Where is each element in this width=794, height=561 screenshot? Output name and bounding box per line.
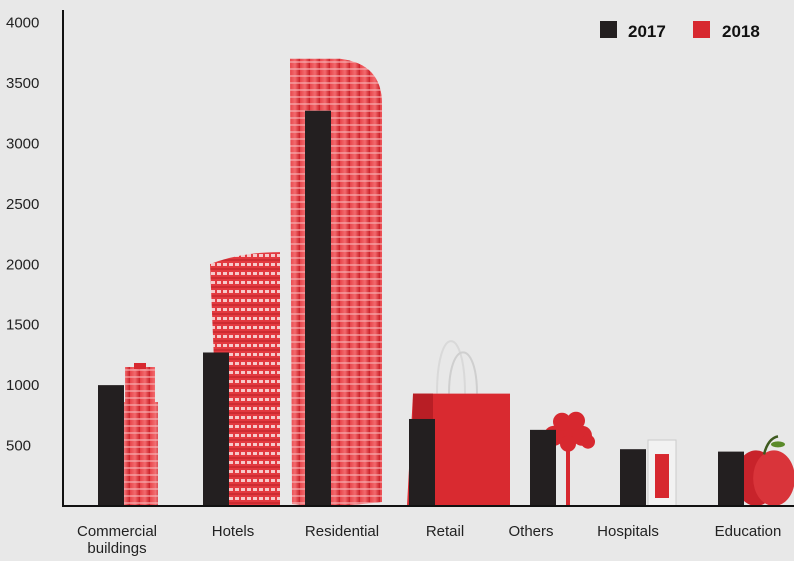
bar-2017	[203, 352, 229, 506]
y-tick-label: 2000	[6, 256, 39, 273]
x-axis-labels: Commercial buildings Hotels Residential Reta…	[77, 523, 781, 557]
x-category-label: Hospitals	[597, 523, 659, 540]
y-tick-label: 500	[6, 438, 31, 455]
legend-label-2018: 2018	[722, 22, 760, 41]
year-2017-series	[98, 110, 744, 507]
bar-2017	[530, 429, 556, 506]
legend-swatch-2018	[693, 21, 710, 38]
y-tick-label: 1000	[6, 377, 39, 394]
x-category-label: Others	[508, 523, 553, 540]
y-tick-label: 4000	[6, 15, 39, 32]
glass-icon	[647, 439, 677, 507]
skyscraper-icon	[122, 362, 158, 506]
legend-label-2017: 2017	[628, 22, 666, 41]
legend: 2017 2018	[600, 21, 760, 41]
x-category-label: Commercial buildings	[77, 523, 157, 557]
bar-2017	[409, 418, 435, 506]
x-category-label: Hotels	[212, 523, 255, 540]
x-category-label: Education	[715, 523, 782, 540]
y-tick-label: 1500	[6, 317, 39, 334]
apple-icon	[735, 435, 794, 507]
bar-2017	[620, 449, 646, 506]
y-axis-ticks: 500 1000 1500 2000 2500 3000 3500 4000	[6, 15, 39, 455]
y-tick-label: 2500	[6, 196, 39, 213]
bar-2017	[718, 451, 744, 506]
y-tick-label: 3000	[6, 135, 39, 152]
legend-swatch-2017	[600, 21, 617, 38]
x-category-label: Residential	[305, 523, 379, 540]
bar-2017	[305, 110, 331, 507]
bar-2017	[98, 385, 124, 506]
x-category-label: Retail	[426, 523, 464, 540]
residential-tower-icon	[290, 58, 382, 506]
y-tick-label: 3500	[6, 75, 39, 92]
